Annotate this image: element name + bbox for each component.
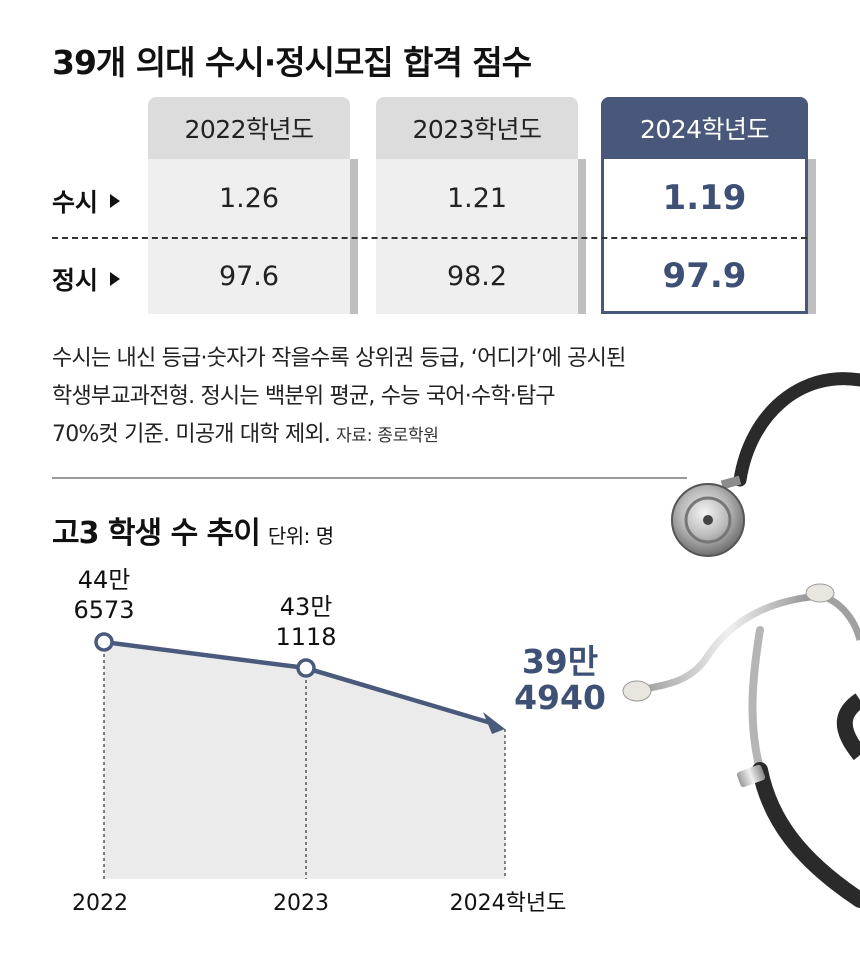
data-label: 6573 <box>73 596 134 624</box>
row-label-text: 정시 <box>52 266 99 295</box>
chart-unit: 단위: 명 <box>267 524 334 548</box>
chart-title: 고3 학생 수 추이 단위: 명 <box>52 508 334 552</box>
data-point-marker <box>296 658 316 678</box>
column-shadow <box>808 159 816 314</box>
series-line-segment <box>103 639 307 671</box>
data-label: 44만 <box>78 566 131 594</box>
column-shadow <box>350 159 358 314</box>
x-tick-label: 2024학년도 <box>450 891 567 916</box>
section-divider <box>52 477 687 479</box>
arrow-head-icon <box>483 712 505 734</box>
column-header-2023: 2023학년도 <box>376 97 578 159</box>
stethoscope-icon <box>622 372 860 908</box>
cell-susi-2022: 1.26 <box>218 182 280 214</box>
triangle-right-icon <box>110 194 121 208</box>
series-line-segment <box>305 665 492 726</box>
source-label: 자료: 종로학원 <box>336 426 439 446</box>
footnote-line: 학생부교과전형. 정시는 백분위 평균, 수능 국어·수학·탐구 <box>52 384 556 409</box>
page-title: 39개 의대 수시·정시모집 합격 점수 <box>52 43 532 82</box>
data-label: 4940 <box>514 678 606 717</box>
footnote: 수시는 내신 등급·숫자가 작을수록 상위권 등급, ‘어디가’에 공시된 학생… <box>52 340 742 455</box>
row-label-jeongsi: 정시 <box>52 261 121 297</box>
column-header-2024: 2024학년도 <box>601 97 808 159</box>
data-label: 43만 <box>280 593 333 621</box>
column-2023: 1.21 98.2 <box>376 159 578 314</box>
row-label-susi: 수시 <box>52 183 121 219</box>
triangle-right-icon <box>110 272 121 286</box>
cell-jeongsi-2024: 97.9 <box>662 256 747 296</box>
footnote-line-last: 70%컷 기준. 미공개 대학 제외. 자료: 종로학원 <box>52 416 742 455</box>
column-2022: 1.26 97.6 <box>148 159 350 314</box>
column-2024: 1.19 97.9 <box>601 159 808 314</box>
cell-susi-2024: 1.19 <box>662 178 747 218</box>
footnote-text: 70%컷 기준. 미공개 대학 제외. <box>52 422 331 447</box>
cell-susi-2023: 1.21 <box>446 182 508 214</box>
row-divider <box>52 237 807 239</box>
column-header-2022: 2022학년도 <box>148 97 350 159</box>
data-label: 1118 <box>275 623 336 651</box>
x-tick-label: 2022 <box>72 891 128 916</box>
footnote-line: 수시는 내신 등급·숫자가 작을수록 상위권 등급, ‘어디가’에 공시된 <box>52 346 626 371</box>
column-shadow <box>578 159 586 314</box>
data-point-marker <box>94 632 114 652</box>
row-label-text: 수시 <box>52 188 99 217</box>
x-tick-label: 2023 <box>273 891 329 916</box>
cell-jeongsi-2022: 97.6 <box>218 260 280 292</box>
chart-area <box>104 642 505 879</box>
cell-jeongsi-2023: 98.2 <box>446 260 508 292</box>
chart-title-text: 고3 학생 수 추이 <box>52 516 261 551</box>
data-label: 39만 <box>522 642 598 681</box>
